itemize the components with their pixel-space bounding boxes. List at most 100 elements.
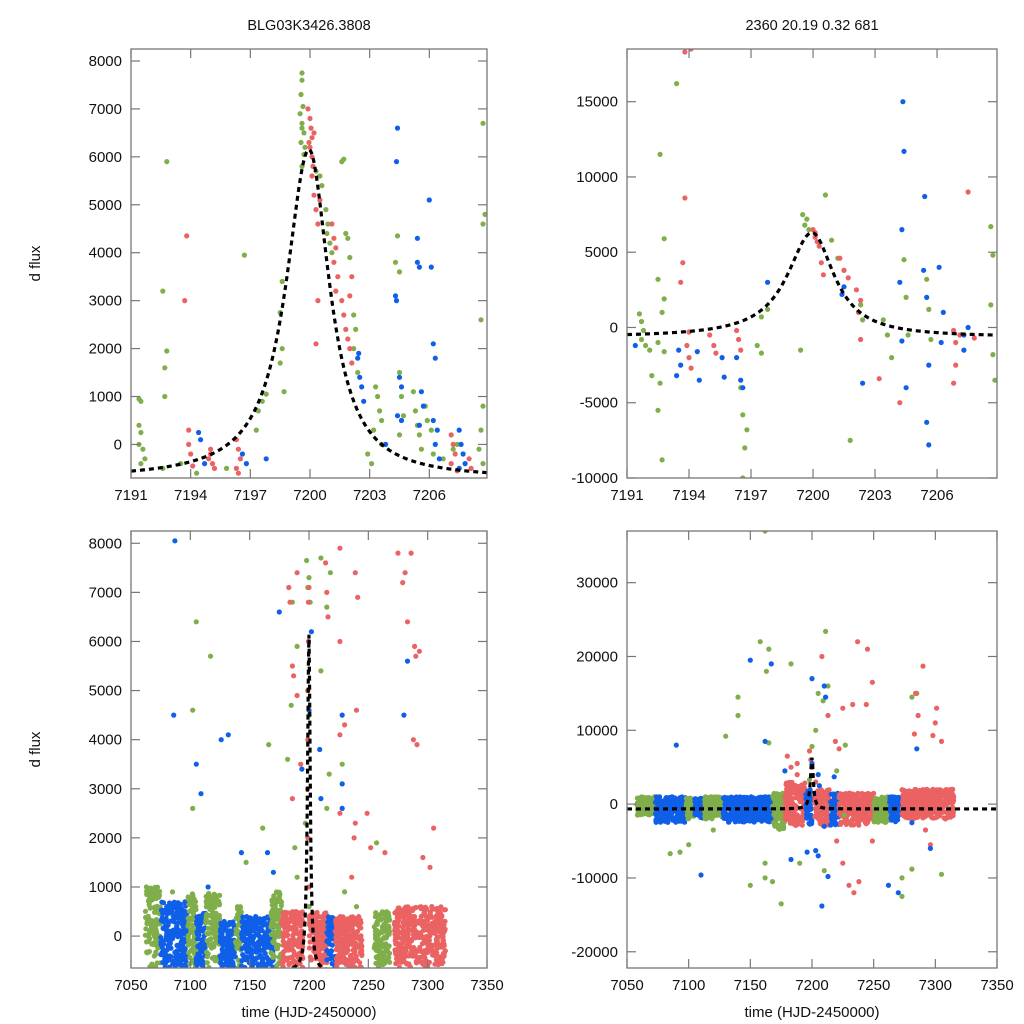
data-point-blue <box>416 422 422 428</box>
data-point-red <box>237 456 243 462</box>
data-point-blue <box>653 794 660 800</box>
y-tick-label: 10000 <box>576 169 618 186</box>
data-point-red <box>306 584 312 591</box>
data-point-red <box>819 792 825 799</box>
data-point-blue <box>680 813 686 819</box>
data-point-red <box>848 791 854 797</box>
data-point-blue <box>249 933 255 940</box>
data-point-red <box>678 279 684 285</box>
data-point-green <box>209 911 215 917</box>
data-point-blue <box>241 919 247 925</box>
data-point-green <box>237 904 243 910</box>
data-point-green <box>270 918 276 924</box>
data-point-red <box>900 812 906 819</box>
data-point-blue <box>175 927 181 933</box>
data-point-red <box>284 933 290 939</box>
data-point-red <box>422 958 428 964</box>
data-point-blue <box>167 953 173 959</box>
data-point-red <box>866 792 872 798</box>
y-tick-label: 3000 <box>89 781 122 798</box>
data-point-red <box>792 811 798 817</box>
data-point-blue <box>832 819 838 825</box>
data-point-red <box>816 243 822 249</box>
x-tick-label: 7050 <box>114 977 147 994</box>
data-point-green <box>269 912 275 918</box>
data-point-red <box>343 326 349 332</box>
data-point-green <box>193 619 199 625</box>
data-point-red <box>402 909 408 915</box>
season-block-green <box>371 909 393 968</box>
data-point-blue <box>767 811 773 817</box>
data-point-red <box>736 336 742 343</box>
data-point-red <box>320 918 326 924</box>
data-point-blue <box>299 766 305 772</box>
data-point-blue <box>418 389 424 395</box>
data-point-green <box>187 954 193 961</box>
chart-title: 2360 20.19 0.32 681 <box>745 18 878 34</box>
data-point-green <box>255 408 261 414</box>
data-point-blue <box>327 918 333 924</box>
data-point-red <box>352 921 358 927</box>
data-point-green <box>319 183 325 189</box>
data-point-blue <box>961 347 967 353</box>
data-point-red <box>294 570 300 576</box>
data-point-green <box>384 917 390 924</box>
data-point-green <box>138 429 144 436</box>
data-point-red <box>315 221 321 227</box>
data-point-red <box>466 456 472 462</box>
data-point-red <box>188 451 194 457</box>
data-point-blue <box>163 925 169 931</box>
data-point-blue <box>736 817 742 824</box>
data-point-red <box>403 918 410 925</box>
data-point-red <box>292 923 298 929</box>
data-point-red <box>293 927 299 933</box>
data-point-blue <box>394 413 401 419</box>
data-point-blue <box>183 958 189 965</box>
data-point-blue <box>219 940 226 946</box>
data-point-green <box>636 311 643 317</box>
data-point-green <box>294 643 300 650</box>
data-point-blue <box>458 441 464 447</box>
data-point-green <box>454 441 460 447</box>
data-point-blue <box>196 429 202 436</box>
data-point-green <box>292 845 298 851</box>
y-tick-label: 6000 <box>89 149 122 166</box>
data-point-blue <box>261 941 267 947</box>
data-point-blue <box>809 818 815 824</box>
data-point-blue <box>740 815 746 821</box>
data-point-green <box>154 921 160 927</box>
data-point-blue <box>765 279 771 285</box>
data-point-blue <box>673 819 679 825</box>
data-point-red <box>901 796 907 803</box>
y-tick-label: 6000 <box>89 633 122 650</box>
data-point-green <box>373 384 379 390</box>
data-point-red <box>306 945 312 951</box>
data-point-green <box>306 575 312 581</box>
data-point-red <box>311 130 317 136</box>
data-point-blue <box>242 924 248 930</box>
data-point-green <box>263 391 269 397</box>
data-point-blue <box>225 732 231 738</box>
data-point-green <box>243 859 249 866</box>
data-point-green <box>708 803 714 809</box>
data-point-green <box>377 939 383 945</box>
data-point-red <box>841 267 847 273</box>
data-point-red <box>450 441 456 447</box>
data-point-green <box>324 604 330 610</box>
data-point-red <box>184 233 190 239</box>
data-point-blue <box>693 796 700 803</box>
data-point-blue <box>673 815 679 821</box>
data-point-red <box>289 911 295 917</box>
data-point-blue <box>158 939 164 945</box>
data-point-blue <box>239 929 245 935</box>
data-point-red <box>308 125 314 131</box>
data-point-blue <box>238 850 244 856</box>
data-point-green <box>147 898 153 905</box>
data-point-red <box>734 327 740 334</box>
panel-bottom-right: 7050 7100 7150 7200 7250 7300 7350-20000-10000… <box>571 530 1014 1021</box>
data-point-green <box>655 339 661 346</box>
data-point-green <box>386 931 392 937</box>
plot-area <box>627 531 997 909</box>
data-point-green <box>765 306 771 312</box>
data-point-red <box>440 955 446 961</box>
